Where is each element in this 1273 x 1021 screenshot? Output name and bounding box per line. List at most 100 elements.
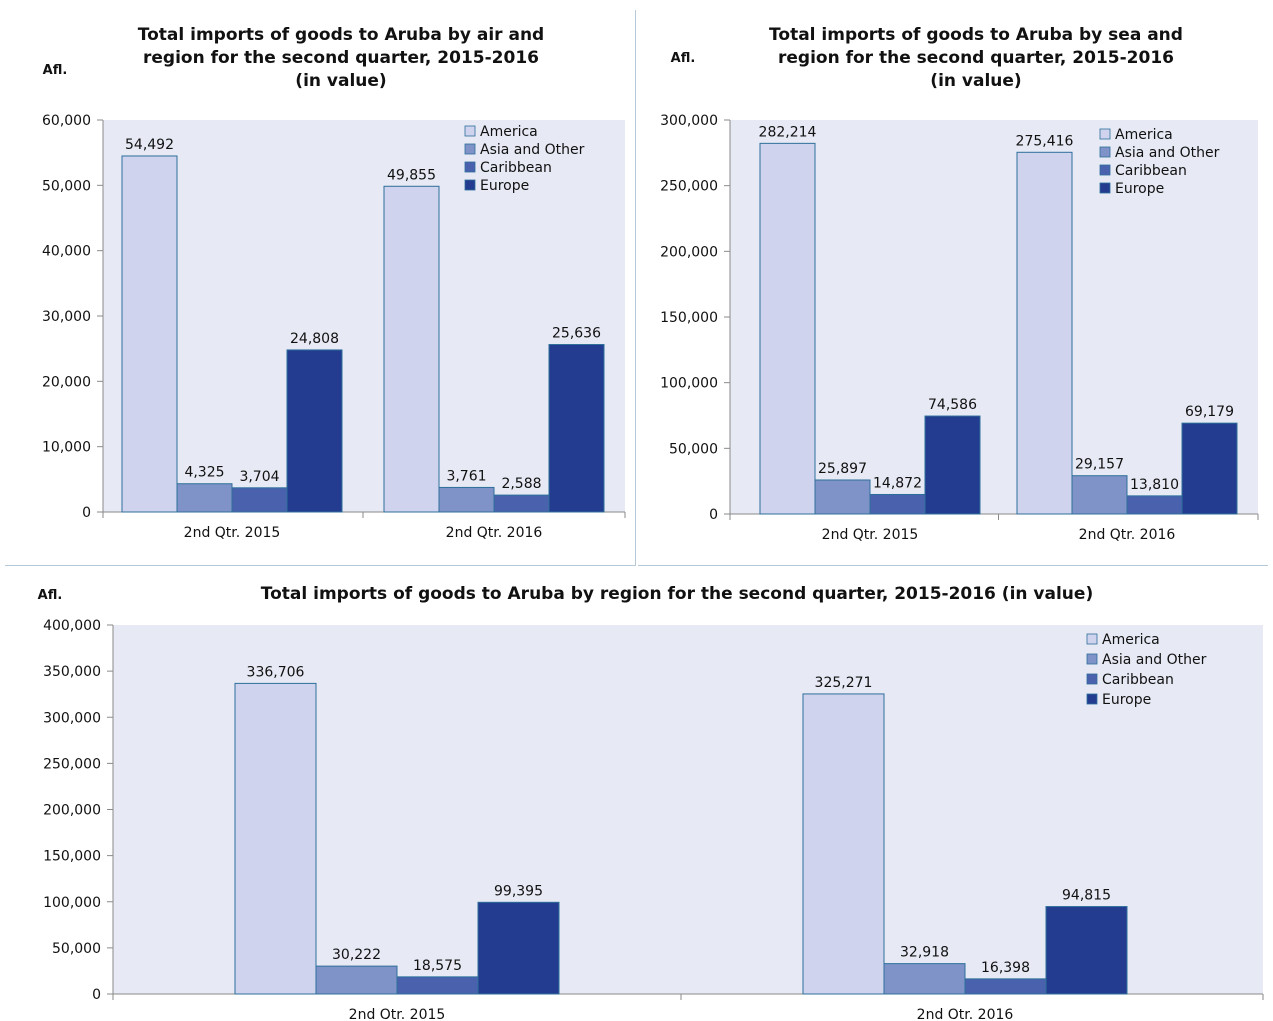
air-imports-chart-panel: Total imports of goods to Aruba by air a…: [5, 10, 636, 566]
bar-america: [121, 155, 178, 513]
y-tick-label: 200,000: [43, 803, 101, 819]
legend-label: Asia and Other: [1102, 652, 1207, 668]
y-tick-label: 350,000: [43, 664, 101, 680]
y-tick-label: 100,000: [43, 895, 101, 911]
plot-area: [103, 120, 625, 512]
x-category-label: 2nd Qtr. 2015: [822, 527, 919, 543]
bar-america: [383, 185, 440, 513]
y-unit-label: Afl.: [38, 588, 63, 603]
bar-caribbean: [493, 494, 550, 513]
bar-asia-and-other: [176, 483, 233, 513]
legend-swatch: [464, 179, 476, 191]
legend-swatch: [464, 125, 476, 137]
y-tick-label: 0: [82, 505, 91, 521]
x-category-label: 2nd Qtr. 2016: [1079, 527, 1176, 543]
bar-asia-and-other: [315, 965, 398, 995]
bar-data-label: 99,395: [494, 883, 543, 899]
bar-caribbean: [1126, 495, 1183, 515]
bar-caribbean: [869, 493, 926, 515]
bar-data-label: 69,179: [1185, 404, 1234, 420]
legend-label: Caribbean: [1102, 672, 1174, 688]
bar-america: [1016, 151, 1073, 515]
bar-asia-and-other: [814, 479, 871, 515]
y-tick-label: 400,000: [43, 618, 101, 634]
legend-label: Asia and Other: [480, 142, 585, 158]
chart-title-line: (in value): [930, 71, 1021, 91]
bar-caribbean: [964, 978, 1047, 995]
bar-europe: [1181, 422, 1238, 515]
bar-data-label: 13,810: [1130, 477, 1179, 493]
x-category-label: 2nd Qtr. 2015: [349, 1007, 446, 1019]
y-tick-label: 200,000: [660, 244, 718, 260]
legend-swatch: [1086, 693, 1098, 705]
bar-data-label: 336,706: [247, 664, 305, 680]
bar-europe: [477, 901, 560, 995]
total-imports-chart: Total imports of goods to Aruba by regio…: [38, 584, 1264, 1019]
y-tick-label: 50,000: [52, 941, 101, 957]
bar-data-label: 30,222: [332, 947, 381, 963]
bar-data-label: 18,575: [413, 958, 462, 974]
bar-data-label: 32,918: [900, 945, 949, 961]
bar-data-label: 3,761: [446, 468, 486, 484]
bar-caribbean: [396, 976, 479, 995]
legend-label: Europe: [1102, 692, 1151, 708]
legend-swatch: [1099, 182, 1111, 194]
legend-swatch: [1099, 128, 1111, 140]
bar-america: [234, 682, 317, 995]
bar-asia-and-other: [438, 486, 495, 513]
chart-title-line: region for the second quarter, 2015-2016: [143, 48, 539, 68]
bar-asia-and-other: [1071, 475, 1128, 515]
legend-swatch: [1086, 653, 1098, 665]
y-tick-label: 0: [92, 987, 101, 1003]
y-tick-label: 10,000: [42, 440, 91, 456]
legend-swatch: [1086, 673, 1098, 685]
bar-data-label: 94,815: [1062, 888, 1111, 904]
legend-label: Caribbean: [480, 160, 552, 176]
bar-america: [759, 142, 816, 515]
legend-label: America: [1115, 127, 1173, 143]
bar-america: [802, 693, 885, 995]
bar-data-label: 25,636: [552, 326, 601, 342]
legend-label: Asia and Other: [1115, 145, 1220, 161]
legend-label: Europe: [1115, 181, 1164, 197]
total-imports-chart-panel: Total imports of goods to Aruba by regio…: [5, 567, 1270, 1019]
bar-data-label: 16,398: [981, 960, 1030, 976]
bar-data-label: 14,872: [873, 475, 922, 491]
y-unit-label: Afl.: [671, 51, 696, 66]
legend-label: Caribbean: [1115, 163, 1187, 179]
bar-europe: [924, 415, 981, 515]
bar-data-label: 3,704: [239, 469, 279, 485]
chart-title-line: Total imports of goods to Aruba by air a…: [138, 25, 544, 45]
chart-title-line: Total imports of goods to Aruba by regio…: [261, 584, 1093, 604]
sea-imports-chart: Total imports of goods to Aruba by sea a…: [660, 25, 1259, 543]
bar-data-label: 29,157: [1075, 457, 1124, 473]
legend-swatch: [464, 143, 476, 155]
bar-data-label: 54,492: [125, 137, 174, 153]
bar-data-label: 74,586: [928, 397, 977, 413]
y-tick-label: 150,000: [43, 849, 101, 865]
bar-data-label: 4,325: [184, 465, 224, 481]
x-category-label: 2nd Qtr. 2016: [917, 1007, 1014, 1019]
bar-data-label: 275,416: [1016, 133, 1074, 149]
bar-data-label: 2,588: [501, 476, 541, 492]
legend-swatch: [464, 161, 476, 173]
y-tick-label: 40,000: [42, 244, 91, 260]
legend-label: America: [1102, 632, 1160, 648]
air-imports-chart: Total imports of goods to Aruba by air a…: [42, 25, 626, 541]
bar-europe: [1045, 906, 1128, 995]
y-tick-label: 300,000: [43, 710, 101, 726]
y-tick-label: 300,000: [660, 113, 718, 129]
sea-imports-chart-panel: Total imports of goods to Aruba by sea a…: [638, 10, 1268, 566]
plot-area: [730, 120, 1258, 514]
bar-data-label: 49,855: [387, 167, 436, 183]
legend-swatch: [1099, 146, 1111, 158]
x-category-label: 2nd Qtr. 2016: [446, 525, 543, 541]
chart-title-line: (in value): [295, 71, 386, 91]
legend-swatch: [1099, 164, 1111, 176]
bar-data-label: 24,808: [290, 331, 339, 347]
bar-europe: [286, 349, 343, 513]
x-category-label: 2nd Qtr. 2015: [184, 525, 281, 541]
chart-title-line: region for the second quarter, 2015-2016: [778, 48, 1174, 68]
chart-title-line: Total imports of goods to Aruba by sea a…: [769, 25, 1183, 45]
legend-label: America: [480, 124, 538, 140]
